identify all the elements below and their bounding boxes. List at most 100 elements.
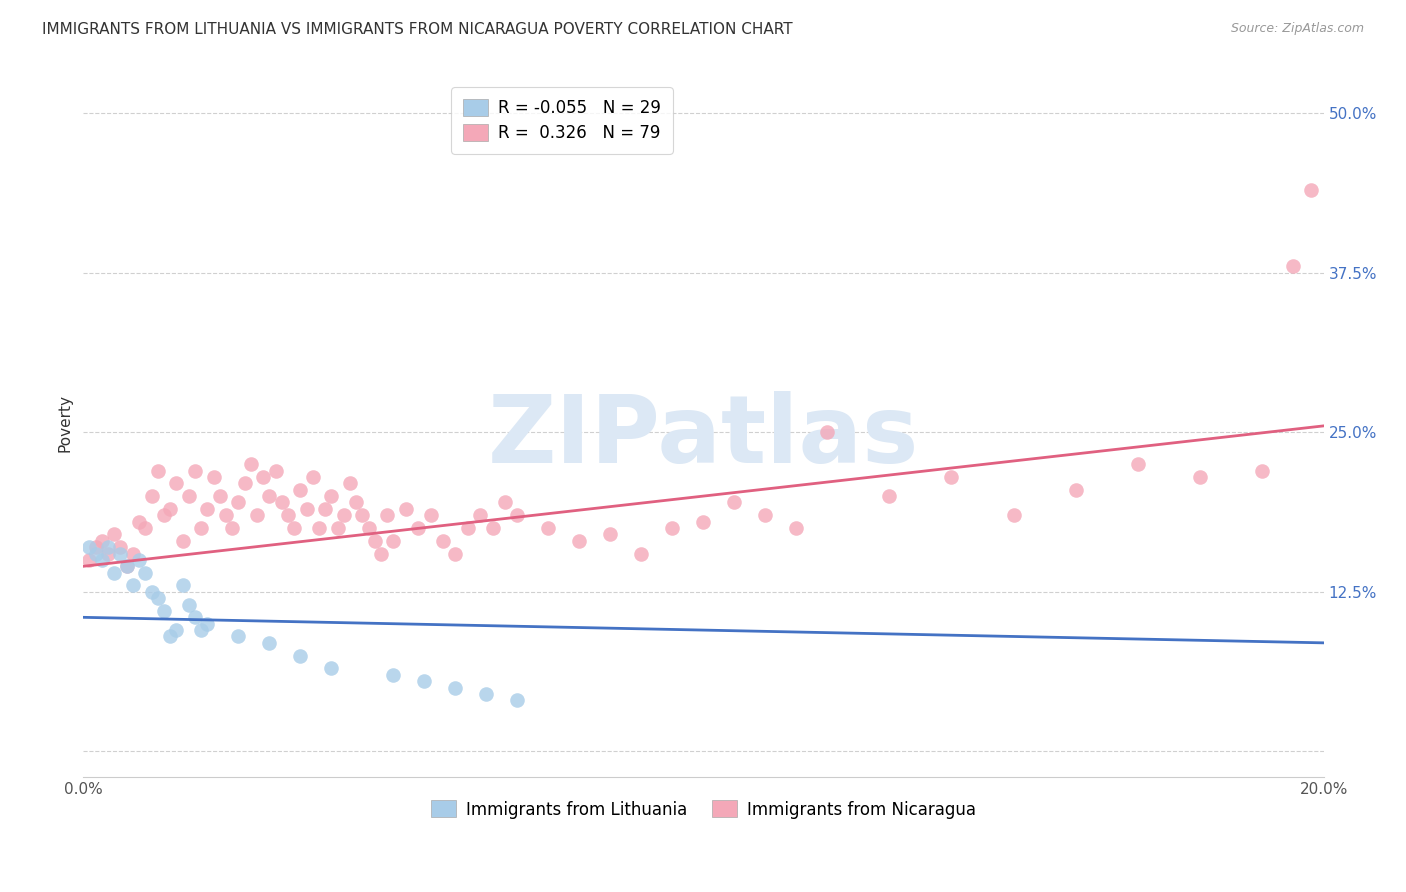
Point bbox=[419, 508, 441, 523]
Point bbox=[332, 508, 354, 523]
Point bbox=[128, 553, 150, 567]
Point bbox=[364, 533, 387, 548]
Point bbox=[723, 495, 745, 509]
Point bbox=[568, 533, 591, 548]
Point bbox=[661, 521, 683, 535]
Point bbox=[146, 591, 169, 606]
Point bbox=[90, 533, 112, 548]
Point bbox=[352, 508, 374, 523]
Point bbox=[122, 547, 145, 561]
Point bbox=[413, 674, 436, 689]
Point bbox=[259, 636, 281, 650]
Point bbox=[79, 540, 101, 554]
Point bbox=[115, 559, 138, 574]
Point bbox=[110, 540, 132, 554]
Point bbox=[103, 566, 125, 580]
Point bbox=[141, 489, 163, 503]
Point bbox=[195, 501, 218, 516]
Point bbox=[1002, 508, 1025, 523]
Point bbox=[470, 508, 492, 523]
Point bbox=[457, 521, 479, 535]
Point bbox=[228, 495, 250, 509]
Point bbox=[941, 470, 963, 484]
Point bbox=[190, 623, 212, 637]
Point bbox=[1188, 470, 1211, 484]
Point bbox=[537, 521, 560, 535]
Point bbox=[134, 566, 156, 580]
Point bbox=[382, 667, 405, 681]
Point bbox=[84, 547, 107, 561]
Point bbox=[103, 527, 125, 541]
Point bbox=[177, 489, 200, 503]
Point bbox=[1250, 464, 1272, 478]
Point bbox=[215, 508, 238, 523]
Point bbox=[444, 547, 467, 561]
Point bbox=[79, 553, 101, 567]
Point bbox=[239, 457, 262, 471]
Point bbox=[344, 495, 367, 509]
Point bbox=[339, 476, 361, 491]
Point bbox=[321, 489, 343, 503]
Point bbox=[228, 630, 250, 644]
Point bbox=[172, 578, 194, 592]
Point bbox=[128, 515, 150, 529]
Point bbox=[630, 547, 652, 561]
Point bbox=[475, 687, 498, 701]
Point bbox=[370, 547, 392, 561]
Point bbox=[259, 489, 281, 503]
Point bbox=[184, 610, 207, 624]
Text: Source: ZipAtlas.com: Source: ZipAtlas.com bbox=[1230, 22, 1364, 36]
Text: IMMIGRANTS FROM LITHUANIA VS IMMIGRANTS FROM NICARAGUA POVERTY CORRELATION CHART: IMMIGRANTS FROM LITHUANIA VS IMMIGRANTS … bbox=[42, 22, 793, 37]
Point bbox=[134, 521, 156, 535]
Point bbox=[494, 495, 516, 509]
Point bbox=[122, 578, 145, 592]
Point bbox=[599, 527, 621, 541]
Point bbox=[246, 508, 269, 523]
Point bbox=[692, 515, 714, 529]
Point bbox=[1281, 260, 1303, 274]
Point bbox=[165, 476, 187, 491]
Point bbox=[817, 425, 839, 440]
Text: ZIPatlas: ZIPatlas bbox=[488, 391, 920, 483]
Point bbox=[290, 483, 312, 497]
Point bbox=[308, 521, 330, 535]
Point bbox=[252, 470, 274, 484]
Point bbox=[395, 501, 418, 516]
Point bbox=[90, 553, 112, 567]
Y-axis label: Poverty: Poverty bbox=[58, 393, 72, 451]
Point bbox=[146, 464, 169, 478]
Point bbox=[785, 521, 807, 535]
Point bbox=[481, 521, 503, 535]
Point bbox=[202, 470, 225, 484]
Point bbox=[97, 547, 120, 561]
Point bbox=[221, 521, 243, 535]
Point bbox=[195, 616, 218, 631]
Point bbox=[153, 508, 176, 523]
Point bbox=[357, 521, 380, 535]
Point bbox=[208, 489, 231, 503]
Point bbox=[375, 508, 398, 523]
Point bbox=[184, 464, 207, 478]
Point bbox=[506, 693, 529, 707]
Point bbox=[444, 681, 467, 695]
Point bbox=[110, 547, 132, 561]
Point bbox=[283, 521, 305, 535]
Point bbox=[84, 540, 107, 554]
Point bbox=[295, 501, 318, 516]
Point bbox=[326, 521, 349, 535]
Point bbox=[270, 495, 292, 509]
Point bbox=[301, 470, 323, 484]
Point bbox=[115, 559, 138, 574]
Point bbox=[406, 521, 429, 535]
Point bbox=[432, 533, 454, 548]
Point bbox=[382, 533, 405, 548]
Point bbox=[277, 508, 299, 523]
Point bbox=[153, 604, 176, 618]
Point bbox=[1064, 483, 1087, 497]
Point bbox=[264, 464, 287, 478]
Point bbox=[141, 584, 163, 599]
Point bbox=[172, 533, 194, 548]
Point bbox=[159, 630, 181, 644]
Point bbox=[97, 540, 120, 554]
Point bbox=[233, 476, 256, 491]
